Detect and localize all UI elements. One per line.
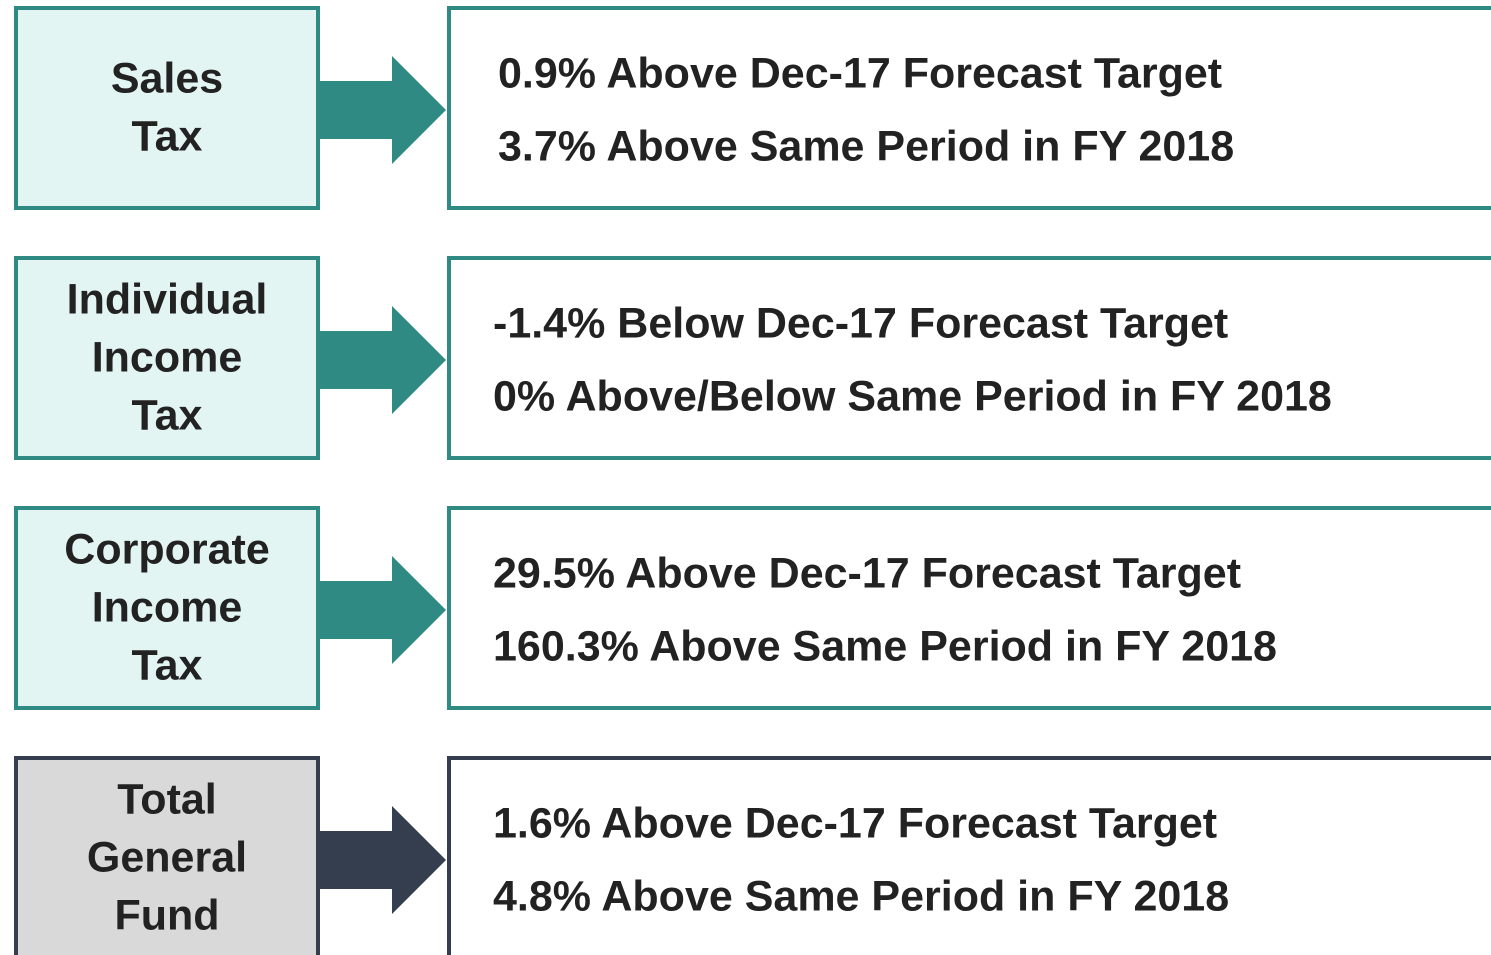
arrow (318, 556, 446, 664)
arrow (318, 306, 446, 414)
detail-line: 0.9% Above Dec-17 Forecast Target (498, 49, 1222, 97)
label-line: Tax (132, 641, 203, 689)
label-line: Tax (132, 112, 203, 160)
detail-line: 4.8% Above Same Period in FY 2018 (493, 872, 1229, 920)
label-line: Income (92, 583, 243, 631)
label-line: Fund (114, 891, 219, 939)
arrow (318, 56, 446, 164)
label-line: Corporate (64, 525, 269, 573)
detail-line: 0% Above/Below Same Period in FY 2018 (493, 372, 1332, 420)
detail-box (447, 256, 1491, 460)
label-line: General (87, 833, 247, 881)
label-box (14, 756, 320, 955)
detail-box (447, 506, 1491, 710)
arrow (318, 806, 446, 914)
detail-line: 160.3% Above Same Period in FY 2018 (493, 622, 1277, 670)
label-line: Income (92, 333, 243, 381)
detail-line: -1.4% Below Dec-17 Forecast Target (493, 299, 1228, 347)
label-box (14, 506, 320, 710)
detail-line: 29.5% Above Dec-17 Forecast Target (493, 549, 1241, 597)
label-line: Sales (111, 54, 223, 102)
label-line: Total (117, 775, 217, 823)
detail-box (447, 6, 1491, 210)
label-line: Individual (67, 275, 268, 323)
label-box (14, 256, 320, 460)
detail-line: 1.6% Above Dec-17 Forecast Target (493, 799, 1217, 847)
detail-box (447, 756, 1491, 955)
label-line: Tax (132, 391, 203, 439)
detail-line: 3.7% Above Same Period in FY 2018 (498, 122, 1234, 170)
label-box (14, 6, 320, 210)
